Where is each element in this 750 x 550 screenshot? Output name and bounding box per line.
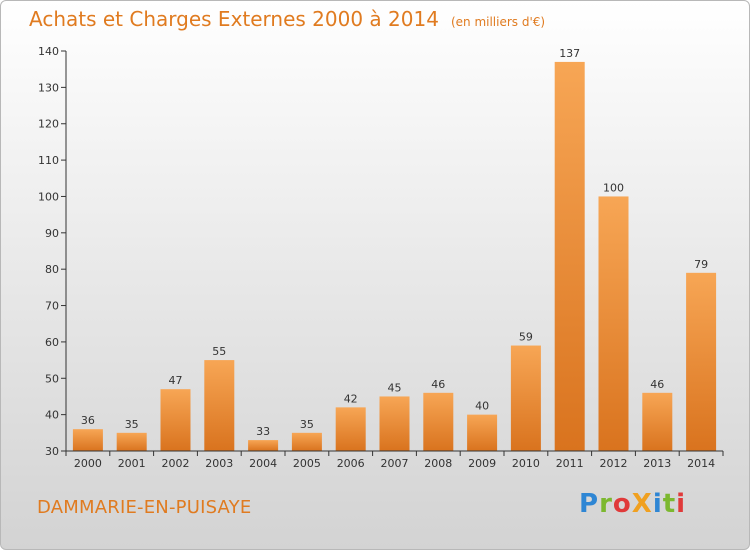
x-tick-label-2011: 2011 [556,457,584,470]
bar-2008 [423,392,454,451]
bar-2012 [598,196,629,451]
y-tick-label: 130 [38,81,59,94]
proxiti-logo: ProXiti [579,489,687,519]
y-tick-label: 100 [38,190,59,203]
y-tick-label: 70 [45,300,59,313]
x-tick-label-2014: 2014 [687,457,715,470]
data-label-2008: 46 [431,378,445,391]
y-tick-label: 50 [45,372,59,385]
x-tick-label-2003: 2003 [205,457,233,470]
chart-title-text: Achats et Charges Externes 2000 à 2014 [29,7,439,31]
data-label-2010: 59 [519,331,533,344]
y-tick-label: 90 [45,227,59,240]
bar-2009 [467,414,498,451]
chart-title: Achats et Charges Externes 2000 à 2014 (e… [29,7,545,31]
y-tick-label: 110 [38,154,59,167]
bar-2013 [642,392,673,451]
data-label-2014: 79 [694,258,708,271]
bar-2011 [554,61,585,452]
data-label-2012: 100 [603,181,624,194]
bar-2010 [510,345,541,451]
x-tick-label-2007: 2007 [381,457,409,470]
bar-2002 [160,389,191,451]
x-axis: 2000 2001 2002 2003 2004 2005 2006 2007 2008 2009… [65,451,724,470]
y-tick-label: 60 [45,336,59,349]
bar-2000 [72,429,103,451]
bar-2004 [248,440,279,451]
bar-2001 [116,432,147,451]
x-tick-label-2009: 2009 [468,457,496,470]
x-tick-label-2002: 2002 [162,457,190,470]
data-label-2003: 55 [212,345,226,358]
data-label-2013: 46 [650,378,664,391]
bar-2003 [204,360,235,451]
x-tick-label-2008: 2008 [424,457,452,470]
x-tick-label-2004: 2004 [249,457,277,470]
bar-2014 [686,272,717,451]
y-tick-label: 30 [45,445,59,458]
bars: 36 35 47 55 33 35 42 45 46 40 59 137 100 46 79 [72,47,717,452]
x-tick-label-2013: 2013 [643,457,671,470]
x-tick-label-2012: 2012 [600,457,628,470]
data-label-2006: 42 [344,392,358,405]
data-label-2000: 36 [81,414,95,427]
city-name: DAMMARIE-EN-PUISAYE [37,497,252,518]
x-tick-label-2010: 2010 [512,457,540,470]
data-label-2011: 137 [559,47,580,60]
y-tick-label: 40 [45,409,59,422]
bar-2005 [291,432,322,451]
data-label-2004: 33 [256,425,270,438]
data-label-2007: 45 [388,381,402,394]
y-tick-label: 80 [45,263,59,276]
x-tick-label-2000: 2000 [74,457,102,470]
y-tick-label: 140 [38,45,59,58]
data-label-2009: 40 [475,400,489,413]
data-label-2005: 35 [300,418,314,431]
bar-2007 [379,396,410,451]
x-tick-label-2001: 2001 [118,457,146,470]
y-tick-label: 120 [38,118,59,131]
y-axis: 30 40 50 60 70 80 90 100 110 120 130 140 [38,45,66,458]
data-label-2002: 47 [169,374,183,387]
bar-2006 [335,407,366,451]
data-label-2001: 35 [125,418,139,431]
x-tick-label-2005: 2005 [293,457,321,470]
chart-unit: (en milliers d'€) [450,15,546,29]
x-tick-label-2006: 2006 [337,457,365,470]
